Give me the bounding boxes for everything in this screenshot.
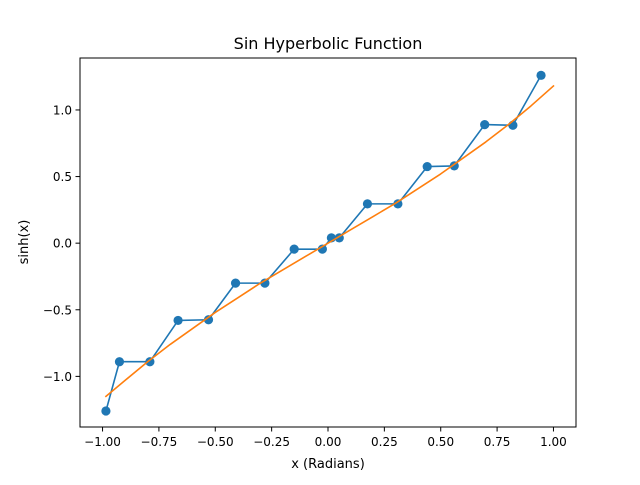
x-tick-label: −0.75 [141,435,178,449]
x-tick-label: 0.25 [371,435,398,449]
series-1 [104,84,555,398]
y-tick-label: 0.5 [53,170,72,184]
series-0-point [317,244,327,254]
x-tick-label: 0.00 [315,435,342,449]
series-0-point [289,244,299,254]
series-0-point [173,315,183,326]
series-0-point [536,70,546,80]
y-tick-label: −0.5 [43,303,72,317]
series-0-point [362,199,373,209]
x-tick-label: −1.00 [84,435,121,449]
series-0-point [480,120,490,130]
series-0-point [101,406,111,416]
y-tick-label: −1.0 [43,370,72,384]
series-0-point [260,278,270,288]
series-0-point [393,199,403,209]
y-tick-label: 1.0 [53,103,72,117]
x-tick-label: 0.75 [484,435,511,449]
series-0-point [145,357,155,367]
series-0-point [114,357,125,367]
x-tick-label: −0.25 [253,435,290,449]
series-0-point [203,315,214,325]
y-tick-label: 0.0 [53,237,72,251]
axes-layer: −1.00 −0.75 −0.50 −0.25 0.00 0.25 0.50 0.75 1.00… [43,57,577,449]
x-tick-label: −0.50 [197,435,234,449]
x-tick-label: 0.50 [427,435,454,449]
series-layer [101,70,555,416]
chart-title: Sin Hyperbolic Function [234,34,423,53]
series-1-line [104,84,555,398]
x-tick-label: 1.00 [540,435,567,449]
x-axis-label: x (Radians) [291,457,365,472]
series-0-point [422,161,432,172]
series-0-point [508,120,518,130]
y-axis-label: sinh(x) [17,220,32,265]
series-0-point [230,278,241,288]
